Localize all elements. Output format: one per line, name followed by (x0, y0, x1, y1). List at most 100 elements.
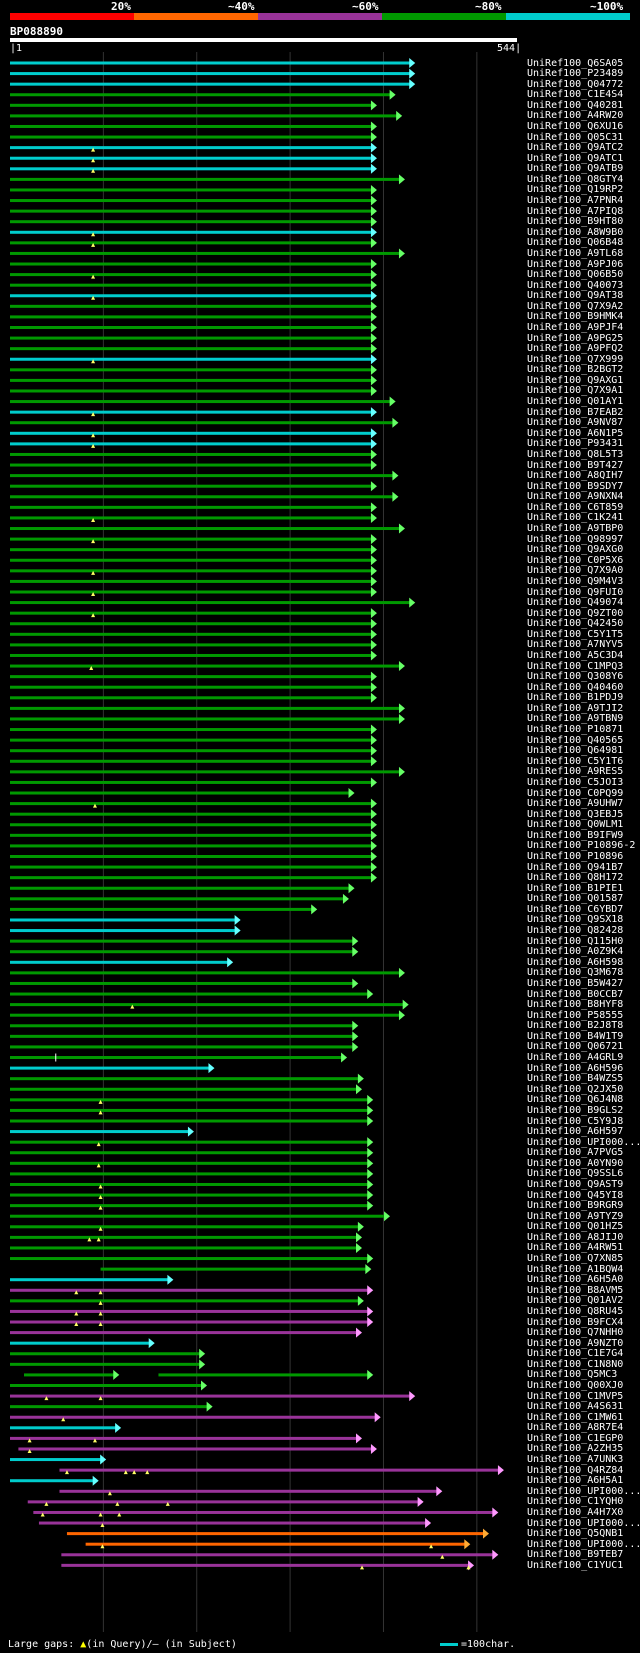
hit-label[interactable]: UniRef100_Q19RP2 (527, 184, 624, 196)
hit-label[interactable]: UniRef100_Q7X999 (527, 353, 624, 365)
hit-label[interactable]: UniRef100_Q7XN85 (527, 1253, 624, 1265)
hit-label[interactable]: UniRef100_A4H7X0 (527, 1506, 624, 1518)
hit-label[interactable]: UniRef100_C5JOI3 (527, 776, 624, 788)
hit-label[interactable]: UniRef100_Q9AXG1 (527, 374, 624, 386)
hit-label[interactable]: UniRef100_P10896-2 (527, 840, 636, 852)
hit-label[interactable]: UniRef100_C1YQH0 (527, 1496, 624, 1508)
hit-label[interactable]: UniRef100_Q9SX18 (527, 914, 624, 926)
hit-label[interactable]: UniRef100_Q9AXG0 (527, 544, 624, 556)
hit-label[interactable]: UniRef100_C1K241 (527, 512, 624, 524)
hit-label[interactable]: UniRef100_A7UNK3 (527, 1454, 624, 1466)
hit-label[interactable]: UniRef100_Q3EBJ5 (527, 808, 624, 820)
hit-label[interactable]: UniRef100_B9FCX4 (527, 1316, 624, 1328)
hit-label[interactable]: UniRef100_A9PFQ2 (527, 343, 624, 355)
hit-label[interactable]: UniRef100_B2BGT2 (527, 364, 624, 376)
hit-label[interactable]: UniRef100_Q7X9A2 (527, 300, 624, 312)
hit-label[interactable]: UniRef100_A6H5A0 (527, 1274, 624, 1286)
hit-label[interactable]: UniRef100_Q01587 (527, 893, 624, 905)
hit-label[interactable]: UniRef100_B8AVM5 (527, 1284, 624, 1296)
hit-label[interactable]: UniRef100_Q9SSL6 (527, 1168, 624, 1180)
hit-label[interactable]: UniRef100_B9HT80 (527, 216, 624, 228)
hit-label[interactable]: UniRef100_B5W427 (527, 977, 624, 989)
hit-label[interactable]: UniRef100_Q9AT38 (527, 290, 624, 302)
hit-label[interactable]: UniRef100_Q7NHH0 (527, 1327, 624, 1339)
hit-label[interactable]: UniRef100_Q9ZT00 (527, 607, 624, 619)
hit-label[interactable]: UniRef100_A7PVG5 (527, 1147, 624, 1159)
hit-label[interactable]: UniRef100_Q49074 (527, 597, 624, 609)
hit-label[interactable]: UniRef100_A4RW51 (527, 1242, 624, 1254)
hit-label[interactable]: UniRef100_P93431 (527, 438, 624, 450)
hit-label[interactable]: UniRef100_A0YN90 (527, 1157, 624, 1169)
hit-label[interactable]: UniRef100_A4RW20 (527, 110, 624, 122)
hit-label[interactable]: UniRef100_C0PQ99 (527, 787, 624, 799)
hit-label[interactable]: UniRef100_A4GRL9 (527, 1052, 624, 1064)
hit-label[interactable]: UniRef100_Q06B50 (527, 269, 624, 281)
hit-label[interactable]: UniRef100_A8QIH7 (527, 470, 624, 482)
hit-label[interactable]: UniRef100_Q7X9A1 (527, 385, 624, 397)
hit-label[interactable]: UniRef100_Q45YI8 (527, 1189, 624, 1201)
hit-label[interactable]: UniRef100_Q941B7 (527, 861, 624, 873)
hit-label[interactable]: UniRef100_Q98997 (527, 533, 624, 545)
hit-label[interactable]: UniRef100_Q04772 (527, 78, 624, 90)
hit-label[interactable]: UniRef100_Q9ATC1 (527, 152, 624, 164)
hit-label[interactable]: UniRef100_Q3M678 (527, 967, 624, 979)
hit-label[interactable]: UniRef100_A9PJF4 (527, 322, 624, 333)
hit-label[interactable]: UniRef100_C5Y1T6 (527, 755, 624, 767)
hit-label[interactable]: UniRef100_A6N1P5 (527, 427, 624, 439)
hit-label[interactable]: UniRef100_A8JIJ0 (527, 1231, 624, 1243)
hit-label[interactable]: UniRef100_C6YBD7 (527, 903, 624, 915)
hit-label[interactable]: UniRef100_C1YUC1 (527, 1559, 624, 1571)
hit-label[interactable]: UniRef100_C5Y9J8 (527, 1115, 624, 1127)
hit-label[interactable]: UniRef100_B8HYF8 (527, 999, 624, 1011)
hit-label[interactable]: UniRef100_A9NZT0 (527, 1337, 624, 1349)
hit-label[interactable]: UniRef100_A6H597 (527, 1126, 624, 1138)
hit-label[interactable]: UniRef100_A7PNR4 (527, 195, 624, 207)
hit-label[interactable]: UniRef100_Q42450 (527, 618, 624, 630)
hit-label[interactable]: UniRef100_A7PIQ8 (527, 205, 624, 217)
hit-label[interactable]: UniRef100_C1MVP5 (527, 1390, 624, 1402)
hit-label[interactable]: UniRef100_Q9AST9 (527, 1178, 624, 1190)
hit-label[interactable]: UniRef100_C1MPQ3 (527, 660, 624, 672)
hit-label[interactable]: UniRef100_B1PDJ9 (527, 692, 624, 704)
hit-label[interactable]: UniRef100_Q2JX50 (527, 1083, 624, 1095)
hit-label[interactable]: UniRef100_Q05C31 (527, 131, 624, 143)
hit-label[interactable]: UniRef100_Q9ATB9 (527, 163, 624, 175)
hit-label[interactable]: UniRef100_Q06721 (527, 1041, 624, 1053)
hit-label[interactable]: UniRef100_C0P5X6 (527, 554, 624, 566)
hit-label[interactable]: UniRef100_Q308Y6 (527, 671, 624, 683)
hit-label[interactable]: UniRef100_A9RES5 (527, 766, 624, 778)
hit-label[interactable]: UniRef100_A8W9B0 (527, 226, 624, 238)
hit-label[interactable]: UniRef100_Q0WLM1 (527, 819, 624, 831)
hit-label[interactable]: UniRef100_Q5QNB1 (527, 1528, 624, 1540)
hit-label[interactable]: UniRef100_B0CCB7 (527, 988, 624, 1000)
hit-label[interactable]: UniRef100_A2ZH35 (527, 1443, 624, 1455)
hit-label[interactable]: UniRef100_A9NV87 (527, 417, 624, 429)
hit-label[interactable]: UniRef100_Q8L5T3 (527, 448, 624, 460)
hit-label[interactable]: UniRef100_Q6XU16 (527, 120, 624, 132)
hit-label[interactable]: UniRef100_Q40073 (527, 279, 624, 291)
hit-label[interactable]: UniRef100_A9UHW7 (527, 798, 624, 810)
hit-label[interactable]: UniRef100_Q8RU45 (527, 1305, 624, 1317)
hit-label[interactable]: UniRef100_A9PJ06 (527, 258, 624, 270)
hit-label[interactable]: UniRef100_Q5MC3 (527, 1369, 618, 1381)
hit-label[interactable]: UniRef100_A1BQW4 (527, 1263, 624, 1275)
hit-label[interactable]: UniRef100_C1EGP0 (527, 1432, 624, 1444)
hit-label[interactable]: UniRef100_Q9ATC2 (527, 142, 624, 154)
hit-label[interactable]: UniRef100_A8R7E4 (527, 1422, 624, 1434)
hit-label[interactable]: UniRef100_C1E7G4 (527, 1348, 624, 1360)
hit-label[interactable]: UniRef100_Q8GTY4 (527, 173, 624, 185)
hit-label[interactable]: UniRef100_B9HMK4 (527, 311, 624, 323)
hit-label[interactable]: UniRef100_A9TYZ9 (527, 1210, 624, 1222)
hit-label[interactable]: UniRef100_Q00XJ0 (527, 1380, 624, 1391)
hit-label[interactable]: UniRef100_A7NYV5 (527, 639, 624, 651)
hit-label[interactable]: UniRef100_UPI000... (527, 1538, 640, 1550)
hit-label[interactable]: UniRef100_A9TL68 (527, 247, 624, 259)
hit-label[interactable]: UniRef100_Q01HZ5 (527, 1221, 624, 1233)
hit-label[interactable]: UniRef100_A9TBP0 (527, 523, 624, 535)
hit-label[interactable]: UniRef100_Q6J4N8 (527, 1094, 624, 1106)
hit-label[interactable]: UniRef100_Q6SA05 (527, 57, 624, 69)
hit-label[interactable]: UniRef100_Q7X9A0 (527, 565, 624, 577)
hit-label[interactable]: UniRef100_A6H596 (527, 1062, 624, 1074)
hit-label[interactable]: UniRef100_B9RGR9 (527, 1200, 624, 1212)
hit-label[interactable]: UniRef100_A9NXN4 (527, 491, 624, 503)
